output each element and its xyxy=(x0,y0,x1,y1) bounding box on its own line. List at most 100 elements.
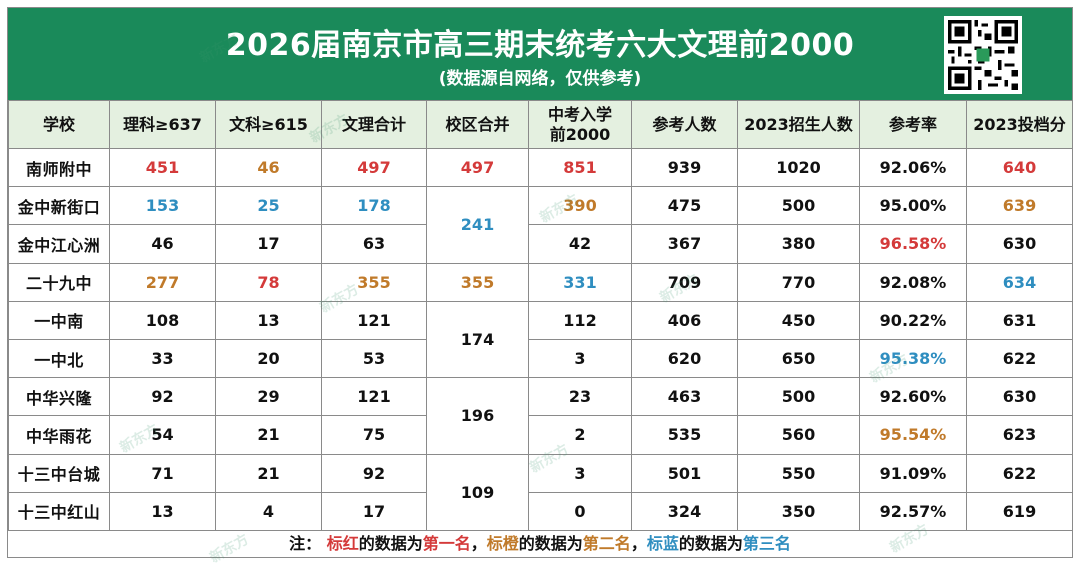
note-prefix: 注： xyxy=(289,534,322,553)
table-row: 十三中台城 71 21 92 109 3 501 550 91.09% 622 xyxy=(8,453,1073,531)
column-header: 2023投档分 xyxy=(966,100,1073,149)
arts-count: 78 xyxy=(215,262,322,302)
examinee-count: 939 xyxy=(631,147,738,188)
arts-count: 17 xyxy=(215,224,322,264)
examinee-count: 709 xyxy=(631,262,738,302)
admission-score: 640 xyxy=(966,147,1073,188)
school-name: 金中江心洲 xyxy=(8,224,110,264)
participation-rate: 95.54% xyxy=(859,415,967,455)
arts-count: 4 xyxy=(215,491,322,531)
school-name: 二十九中 xyxy=(8,262,110,302)
table-row: 一中北 33 20 53 3 620 650 95.38% 622 xyxy=(8,338,1073,379)
column-header: 理科≥637 xyxy=(109,100,216,149)
arts-count: 21 xyxy=(215,453,322,493)
merged-count: 241 xyxy=(426,186,529,264)
school-name: 一中北 xyxy=(8,338,110,379)
school-name: 一中南 xyxy=(8,300,110,340)
enrollment-count: 500 xyxy=(737,377,860,417)
table-row: 南师附中 451 46 497 497 851 939 1020 92.06% … xyxy=(8,147,1073,188)
zhongkao-count: 390 xyxy=(528,186,632,226)
zhongkao-count: 23 xyxy=(528,377,632,417)
note-sep: ， xyxy=(470,534,487,553)
school-name: 金中新街口 xyxy=(8,186,110,226)
science-count: 153 xyxy=(109,186,216,226)
participation-rate: 90.22% xyxy=(859,300,967,340)
school-name: 十三中红山 xyxy=(8,491,110,531)
page-title: 2026届南京市高三期末统考六大文理前2000 xyxy=(225,28,855,63)
total-count: 497 xyxy=(321,147,427,188)
admission-score: 622 xyxy=(966,453,1073,493)
school-name: 十三中台城 xyxy=(8,453,110,493)
zhongkao-count: 0 xyxy=(528,491,632,531)
column-header: 文理合计 xyxy=(321,100,427,149)
examinee-count: 620 xyxy=(631,338,738,379)
arts-count: 29 xyxy=(215,377,322,417)
admission-score: 619 xyxy=(966,491,1073,531)
total-count: 17 xyxy=(321,491,427,531)
participation-rate: 95.00% xyxy=(859,186,967,226)
table-row: 中华兴隆 92 29 121 196 23 463 500 92.60% 630 xyxy=(8,377,1073,455)
column-header: 学校 xyxy=(8,100,110,149)
qr-code-icon xyxy=(944,16,1022,94)
zhongkao-count: 851 xyxy=(528,147,632,188)
merged-count: 497 xyxy=(426,147,529,188)
science-count: 33 xyxy=(109,338,216,379)
merged-count: 109 xyxy=(426,453,529,531)
enrollment-count: 1020 xyxy=(737,147,860,188)
total-count: 178 xyxy=(321,186,427,226)
total-count: 75 xyxy=(321,415,427,455)
column-header: 校区合并 xyxy=(426,100,529,149)
table-row: 一中南 108 13 121 174 112 406 450 90.22% 63… xyxy=(8,300,1073,379)
science-count: 54 xyxy=(109,415,216,455)
note-red-label: 标红 xyxy=(326,534,359,553)
merged-count: 174 xyxy=(426,300,529,379)
note-text: 的数据为 xyxy=(678,534,743,553)
admission-score: 630 xyxy=(966,224,1073,264)
column-header: 参考率 xyxy=(859,100,967,149)
table-row: 中华雨花 54 21 75 2 535 560 95.54% 623 xyxy=(8,415,1073,455)
science-count: 46 xyxy=(109,224,216,264)
science-count: 451 xyxy=(109,147,216,188)
admission-score: 631 xyxy=(966,300,1073,340)
ranking-table: 学校 理科≥637 文科≥615 文理合计 校区合并 中考入学前2000 参考人… xyxy=(8,100,1073,531)
science-count: 71 xyxy=(109,453,216,493)
note-sep: ， xyxy=(630,534,647,553)
zhongkao-count: 112 xyxy=(528,300,632,340)
table-row: 金中江心洲 46 17 63 42 367 380 96.58% 630 xyxy=(8,224,1073,264)
table-row: 二十九中 277 78 355 355 331 709 770 92.08% 6… xyxy=(8,262,1073,302)
header-banner: 2026届南京市高三期末统考六大文理前2000 (数据源自网络，仅供参考) xyxy=(8,8,1072,100)
zhongkao-count: 42 xyxy=(528,224,632,264)
total-count: 53 xyxy=(321,338,427,379)
merged-count: 355 xyxy=(426,262,529,302)
enrollment-count: 450 xyxy=(737,300,860,340)
arts-count: 21 xyxy=(215,415,322,455)
admission-score: 622 xyxy=(966,338,1073,379)
table-header-row: 学校 理科≥637 文科≥615 文理合计 校区合并 中考入学前2000 参考人… xyxy=(8,100,1073,149)
page-subtitle: (数据源自网络，仅供参考) xyxy=(438,69,642,89)
examinee-count: 406 xyxy=(631,300,738,340)
arts-count: 13 xyxy=(215,300,322,340)
examinee-count: 367 xyxy=(631,224,738,264)
science-count: 13 xyxy=(109,491,216,531)
participation-rate: 92.08% xyxy=(859,262,967,302)
enrollment-count: 650 xyxy=(737,338,860,379)
data-table-card: 2026届南京市高三期末统考六大文理前2000 (数据源自网络，仅供参考) xyxy=(7,7,1073,566)
column-header: 中考入学前2000 xyxy=(528,100,632,149)
note-text: 的数据为 xyxy=(518,534,583,553)
enrollment-count: 550 xyxy=(737,453,860,493)
column-header: 参考人数 xyxy=(631,100,738,149)
examinee-count: 463 xyxy=(631,377,738,417)
school-name: 中华雨花 xyxy=(8,415,110,455)
note-orange-label: 标橙 xyxy=(486,534,519,553)
examinee-count: 535 xyxy=(631,415,738,455)
legend-note: 注： 标红的数据为第一名，标橙的数据为第二名，标蓝的数据为第三名 xyxy=(8,530,1072,558)
science-count: 277 xyxy=(109,262,216,302)
column-header: 文科≥615 xyxy=(215,100,322,149)
zhongkao-count: 2 xyxy=(528,415,632,455)
total-count: 121 xyxy=(321,300,427,340)
note-blue-label: 标蓝 xyxy=(646,534,679,553)
total-count: 355 xyxy=(321,262,427,302)
enrollment-count: 350 xyxy=(737,491,860,531)
science-count: 108 xyxy=(109,300,216,340)
total-count: 121 xyxy=(321,377,427,417)
